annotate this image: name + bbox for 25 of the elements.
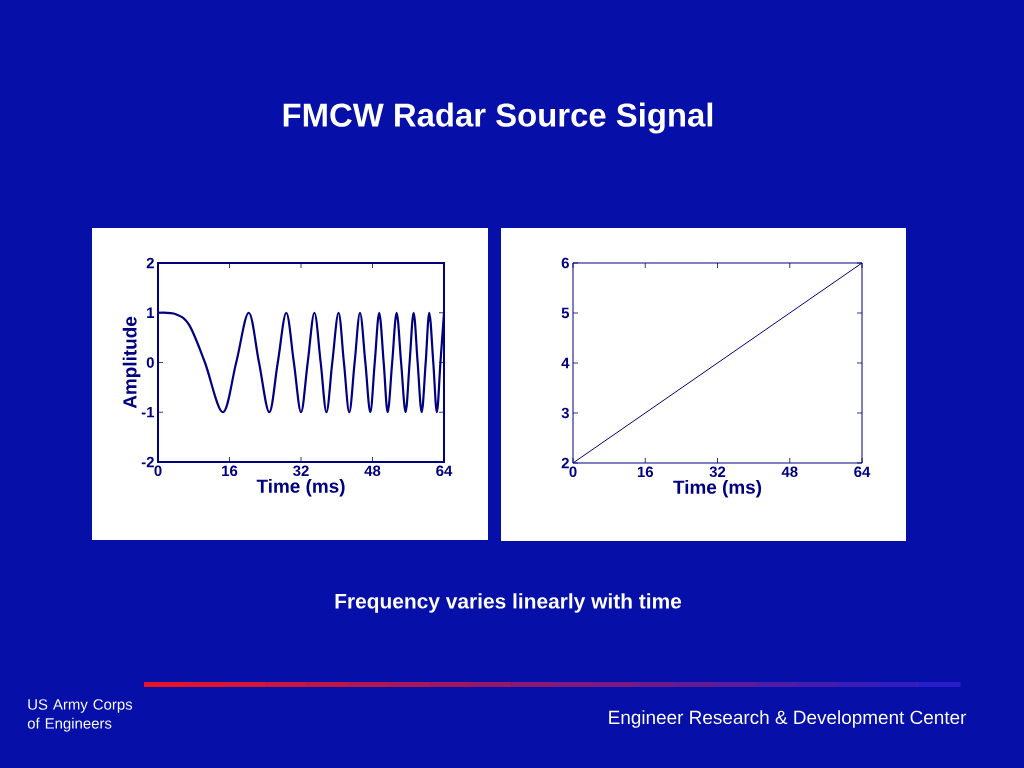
y-tick-label: 4 xyxy=(561,357,570,369)
y-tick-label: 0 xyxy=(146,357,154,368)
y-tick-label: -2 xyxy=(141,456,154,468)
x-tick-label: 16 xyxy=(637,466,654,478)
y-tick-label: -1 xyxy=(141,407,155,418)
x-tick-label: 16 xyxy=(222,465,238,477)
x-tick-label: 32 xyxy=(709,466,726,478)
x-axis-title: Time (ms) xyxy=(673,479,762,498)
y-tick-label: 2 xyxy=(561,457,569,469)
y-axis-title: Amplitude xyxy=(122,316,141,409)
x-tick-label: 48 xyxy=(364,465,381,477)
y-tick-label: 1 xyxy=(147,307,155,318)
x-tick-label: 64 xyxy=(854,466,871,478)
x-axis-title: Time (ms) xyxy=(256,478,345,497)
text: Frequency varies linearly with time xyxy=(335,593,682,613)
y-tick-label: 5 xyxy=(561,307,570,319)
text: US Army Corps of Engineers xyxy=(27,699,133,732)
y-tick-label: 6 xyxy=(561,257,569,269)
y-tick-label: 2 xyxy=(146,257,154,269)
x-tick-label: 48 xyxy=(781,466,798,478)
text: Engineer Research & Development Center xyxy=(609,710,967,728)
x-tick-label: 64 xyxy=(436,465,453,477)
y-tick-label: 3 xyxy=(561,407,569,419)
chart-title: FMCW Radar Source Signal xyxy=(283,102,713,134)
x-tick-label: 32 xyxy=(293,465,309,477)
